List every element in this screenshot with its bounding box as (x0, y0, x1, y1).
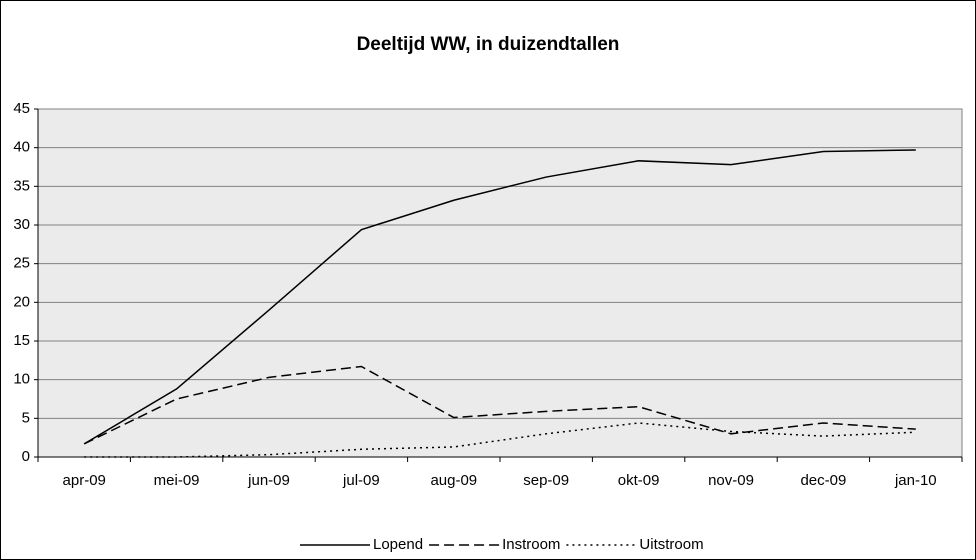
legend-label: Lopend (373, 536, 423, 553)
series-line (83, 365, 916, 445)
y-tick-label: 40 (13, 139, 30, 156)
x-tick-label: mei-09 (154, 472, 200, 489)
y-tick-label: 35 (13, 177, 30, 194)
y-tick-label: 30 (13, 216, 30, 233)
legend-label: Uitstroom (639, 536, 703, 553)
series-line (83, 149, 916, 445)
x-tick-label: jan-10 (894, 472, 937, 489)
x-tick-label: jul-09 (342, 472, 380, 489)
legend-label: Instroom (502, 536, 560, 553)
y-tick-label: 10 (13, 371, 30, 388)
y-tick-label: 25 (13, 255, 30, 272)
x-tick-label: apr-09 (63, 472, 106, 489)
x-tick-label: jun-09 (247, 472, 290, 489)
y-tick-label: 5 (22, 409, 30, 426)
y-tick-label: 20 (13, 293, 30, 310)
plot-area (37, 108, 963, 458)
y-tick-label: 15 (13, 332, 30, 349)
series-line (84, 422, 916, 458)
y-tick-label: 45 (13, 100, 30, 117)
x-tick-label: sep-09 (523, 472, 569, 489)
y-tick-label: 0 (22, 448, 30, 465)
x-tick-label: nov-09 (708, 472, 754, 489)
x-tick-label: aug-09 (430, 472, 477, 489)
x-tick-label: okt-09 (618, 472, 660, 489)
x-tick-label: dec-09 (800, 472, 846, 489)
chart-title: Deeltijd WW, in duizendtallen (357, 34, 620, 55)
